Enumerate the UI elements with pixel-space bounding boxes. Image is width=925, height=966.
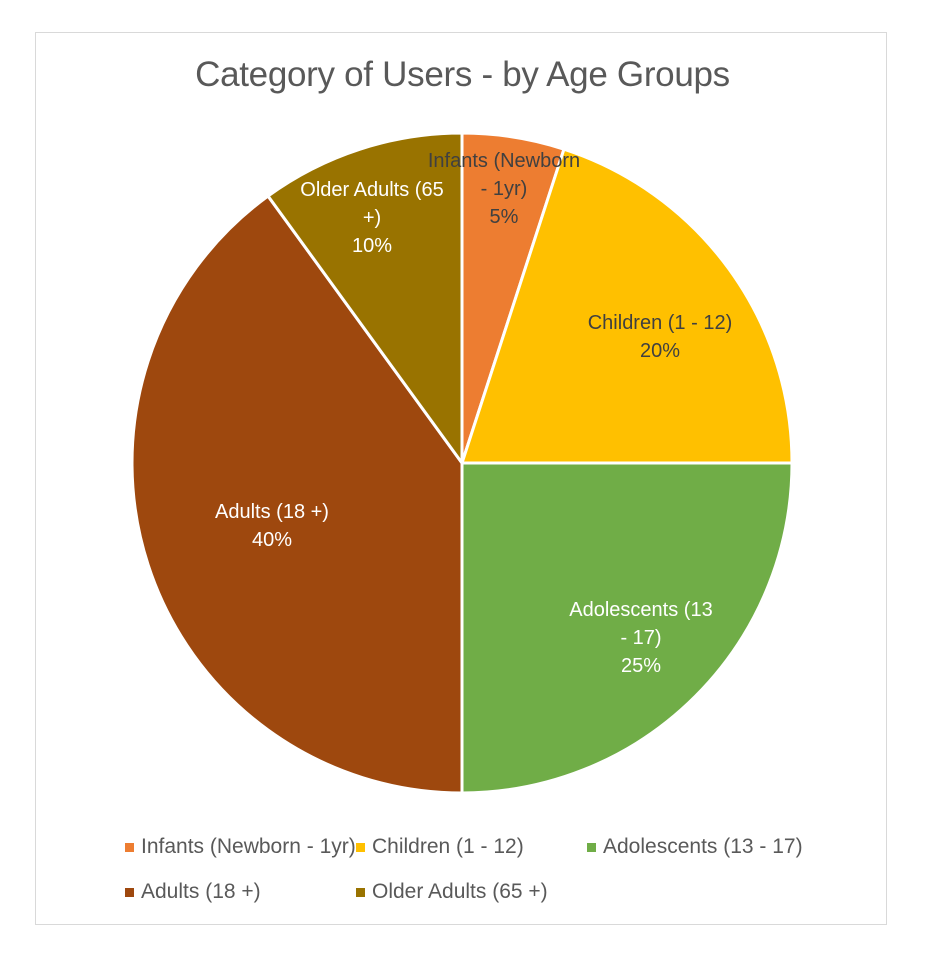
legend-item-4: Adults (18 +) <box>125 880 261 904</box>
pie-slice-3 <box>460 461 794 795</box>
legend-swatch <box>125 842 134 852</box>
legend-swatch <box>587 842 596 852</box>
legend-swatch <box>356 842 365 852</box>
legend-item-1: Infants (Newborn - 1yr) <box>125 835 356 859</box>
pie-slice-4 <box>130 193 464 795</box>
pie-slice-5 <box>265 131 464 468</box>
legend-item-3: Adolescents (13 - 17) <box>587 835 803 859</box>
data-label-4: Adults (18 +) 40% <box>215 501 329 551</box>
legend-label: Older Adults (65 +) <box>372 880 548 903</box>
legend-label: Adults (18 +) <box>141 880 261 903</box>
chart-title: Category of Users - by Age Groups <box>195 55 730 94</box>
data-label-5: Older Adults (65 +) 10% <box>300 179 443 257</box>
legend-label: Infants (Newborn - 1yr) <box>141 835 356 858</box>
legend-item-2: Children (1 - 12) <box>356 835 524 859</box>
data-label-3: Adolescents (13- 17) 25% <box>569 599 712 677</box>
legend-swatch <box>125 887 134 897</box>
legend-label: Adolescents (13 - 17) <box>603 835 803 858</box>
pie-slice-2 <box>459 147 794 465</box>
legend-item-5: Older Adults (65 +) <box>356 880 548 904</box>
data-label-2: Children (1 - 12) 20% <box>588 312 733 362</box>
legend-swatch <box>356 887 365 897</box>
data-label-1: Infants (Newborn - 1yr) 5% <box>428 150 580 228</box>
legend-label: Children (1 - 12) <box>372 835 524 858</box>
